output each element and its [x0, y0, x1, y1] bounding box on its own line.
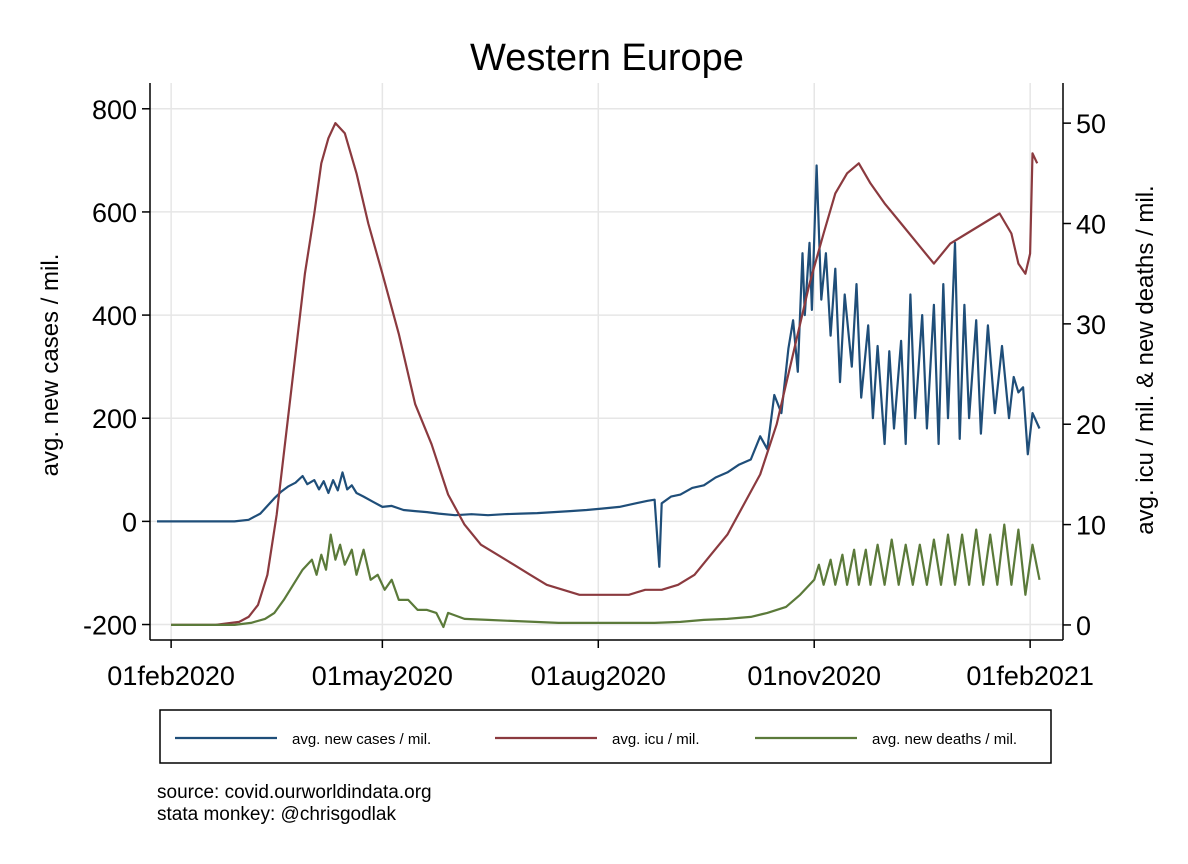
- series-layer: [157, 121, 1041, 629]
- legend-label-2: avg. icu / mil.: [612, 731, 700, 748]
- y-left-tick-label: 400: [92, 301, 137, 331]
- y-right-tick-label: 40: [1076, 210, 1106, 240]
- axes: -200 0 200 400 600 800 0 10 20 30 40 50 01feb2020 01m…: [83, 83, 1106, 691]
- series-line-3: [171, 523, 1041, 629]
- y-left-tick-label: 800: [92, 95, 137, 125]
- source-note: source: covid.ourworldindata.org: [157, 782, 432, 803]
- gridlines: [150, 83, 1063, 640]
- y-right-tick-label: 30: [1076, 310, 1106, 340]
- y-right-tick-label: 0: [1076, 611, 1091, 641]
- chart-title: Western Europe: [470, 37, 744, 79]
- x-tick-label: 01aug2020: [531, 661, 666, 691]
- y-right-tick-label: 50: [1076, 109, 1106, 139]
- x-tick-label: 01may2020: [312, 661, 453, 691]
- legend: avg. new cases / mil. avg. icu / mil. avg.…: [159, 709, 1052, 764]
- legend-box: [159, 709, 1052, 764]
- series-line-2: [171, 121, 1039, 627]
- y-right-tick-label: 20: [1076, 410, 1106, 440]
- x-tick-label: 01feb2020: [107, 661, 235, 691]
- y-left-tick-label: -200: [83, 611, 137, 641]
- x-tick-label: 01nov2020: [747, 661, 881, 691]
- x-tick-label: 01feb2021: [966, 661, 1094, 691]
- legend-label-1: avg. new cases / mil.: [292, 731, 431, 748]
- y-left-tick-label: 0: [122, 507, 137, 537]
- y-left-tick-label: 600: [92, 198, 137, 228]
- y-left-axis-label: avg. new cases / mil.: [37, 254, 64, 477]
- y-right-axis-label: avg. icu / mil. & new deaths / mil.: [1132, 185, 1159, 534]
- y-right-tick-label: 10: [1076, 511, 1106, 541]
- credit-note: stata monkey: @chrisgodlak: [157, 804, 396, 825]
- y-left-tick-label: 200: [92, 404, 137, 434]
- series-line-1: [157, 164, 1041, 568]
- legend-label-3: avg. new deaths / mil.: [872, 731, 1017, 748]
